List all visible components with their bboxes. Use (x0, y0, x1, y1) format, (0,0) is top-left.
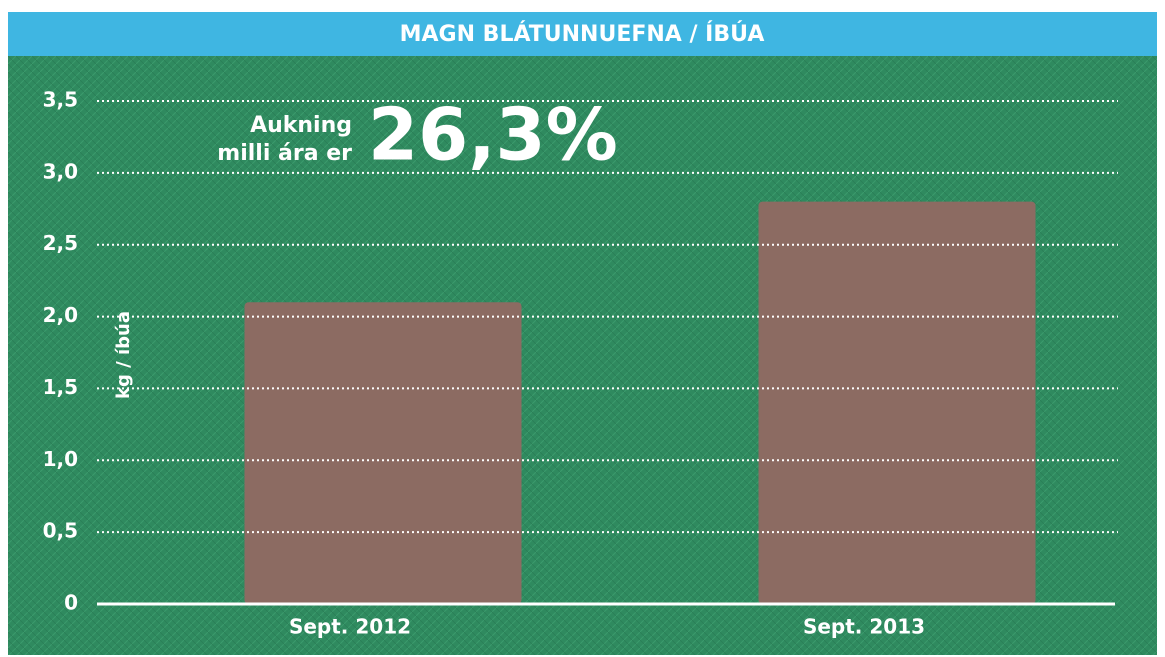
y-tick-label: 1,5 (43, 375, 78, 399)
y-tick-label: 3,5 (43, 88, 78, 112)
y-tick-label: 0,5 (43, 519, 78, 543)
chart: MAGN BLÁTUNNUEFNA / ÍBÚA kg / íbúa Aukni… (0, 0, 1165, 657)
annotation-line: Aukning (250, 113, 352, 138)
y-tick-label: 3,0 (43, 159, 78, 183)
y-axis-label: kg / íbúa (113, 311, 134, 399)
x-tick-label: Sept. 2013 (803, 615, 925, 639)
chart-title: MAGN BLÁTUNNUEFNA / ÍBÚA (400, 21, 765, 47)
annotation-highlight: 26,3% (368, 93, 618, 177)
y-tick-label: 1,0 (43, 447, 78, 471)
annotation-line: milli ára er (217, 141, 352, 166)
x-tick-label: Sept. 2012 (289, 615, 411, 639)
bar (759, 202, 1036, 604)
y-tick-label: 0 (64, 591, 78, 615)
bar (245, 302, 522, 604)
y-tick-label: 2,5 (43, 231, 78, 255)
y-tick-label: 2,0 (43, 303, 78, 327)
